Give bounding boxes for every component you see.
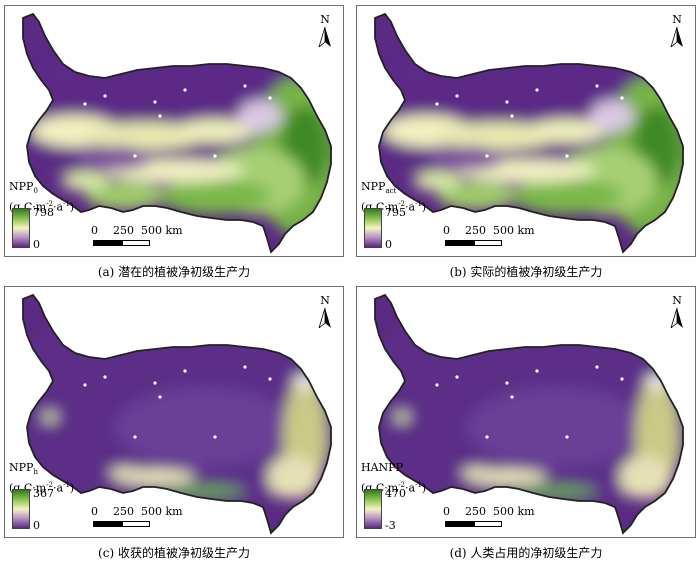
legend: HANPP (g C·m-2·a-1) 470 -3	[361, 461, 441, 533]
north-arrow: N	[315, 295, 335, 331]
scale-label-0: 0	[91, 505, 98, 518]
legend-color-ramp	[364, 208, 382, 248]
legend-max: 470	[385, 487, 406, 500]
legend: NPP0 (g C·m-2·a-1) 798 0	[9, 180, 89, 252]
legend-title: NPPact	[361, 180, 397, 196]
legend-color-ramp	[12, 489, 30, 529]
legend-min: 0	[33, 238, 40, 251]
north-arrow-icon	[670, 308, 683, 328]
scale-bar: 0 250 500 km	[443, 505, 553, 535]
north-label: N	[672, 13, 682, 26]
map-panel-npp-h: N NPPh (g C·m-2·a-1) 367 0 0 250 500 km	[4, 286, 344, 538]
north-arrow-icon	[318, 308, 331, 328]
map-canvas	[22, 293, 332, 535]
legend-min: 0	[33, 519, 40, 532]
map-panel-hanpp: N HANPP (g C·m-2·a-1) 470 -3 0 250 500 k…	[356, 286, 696, 538]
caption-d: (d) 人类占用的净初级生产力	[449, 546, 603, 560]
north-arrow: N	[667, 14, 687, 50]
north-arrow: N	[667, 295, 687, 331]
scale-segment-black	[93, 521, 123, 527]
caption-b: (b) 实际的植被净初级生产力	[449, 265, 603, 279]
scale-segment-black	[445, 521, 475, 527]
legend-title: NPP0	[9, 180, 38, 196]
north-arrow-icon	[318, 27, 331, 47]
map-canvas	[374, 12, 684, 254]
north-arrow-icon	[670, 27, 683, 47]
scale-label-250: 250	[465, 505, 486, 518]
map-panel-npp-act: N NPPact (g C·m-2·a-1) 795 0 0 250 500 k…	[356, 5, 696, 257]
scale-label-250: 250	[113, 505, 134, 518]
scale-label-500: 500 km	[141, 224, 183, 237]
legend: NPPact (g C·m-2·a-1) 795 0	[361, 180, 441, 252]
caption-a: (a) 潜在的植被净初级生产力	[97, 265, 251, 279]
map-canvas	[374, 293, 684, 535]
scale-label-0: 0	[443, 224, 450, 237]
legend-max: 795	[385, 206, 406, 219]
scale-label-250: 250	[113, 224, 134, 237]
scale-label-0: 0	[443, 505, 450, 518]
scale-label-0: 0	[91, 224, 98, 237]
scale-segment-black	[445, 240, 475, 246]
legend-title: HANPP	[361, 461, 403, 474]
region-boundary	[374, 12, 684, 254]
legend: NPPh (g C·m-2·a-1) 367 0	[9, 461, 89, 533]
legend-color-ramp	[12, 208, 30, 248]
scale-label-500: 500 km	[493, 505, 535, 518]
scale-segment-white	[474, 521, 502, 527]
legend-min: -3	[385, 519, 396, 532]
scale-bar: 0 250 500 km	[91, 505, 201, 535]
north-label: N	[672, 294, 682, 307]
scale-label-500: 500 km	[493, 224, 535, 237]
scale-segment-white	[474, 240, 502, 246]
region-boundary	[22, 293, 332, 535]
map-panel-npp0: N NPP0 (g C·m-2·a-1) 798 0 0 250 500 km	[4, 5, 344, 257]
scale-segment-white	[122, 240, 150, 246]
scale-label-500: 500 km	[141, 505, 183, 518]
scale-bar: 0 250 500 km	[443, 224, 553, 254]
region-boundary	[374, 293, 684, 535]
north-label: N	[320, 294, 330, 307]
legend-max: 367	[33, 487, 54, 500]
north-label: N	[320, 13, 330, 26]
caption-c: (c) 收获的植被净初级生产力	[98, 546, 250, 560]
north-arrow: N	[315, 14, 335, 50]
scale-segment-black	[93, 240, 123, 246]
scale-label-250: 250	[465, 224, 486, 237]
legend-max: 798	[33, 206, 54, 219]
region-boundary	[22, 12, 332, 254]
legend-color-ramp	[364, 489, 382, 529]
legend-min: 0	[385, 238, 392, 251]
scale-bar: 0 250 500 km	[91, 224, 201, 254]
legend-title: NPPh	[9, 461, 38, 477]
map-canvas	[22, 12, 332, 254]
scale-segment-white	[122, 521, 150, 527]
